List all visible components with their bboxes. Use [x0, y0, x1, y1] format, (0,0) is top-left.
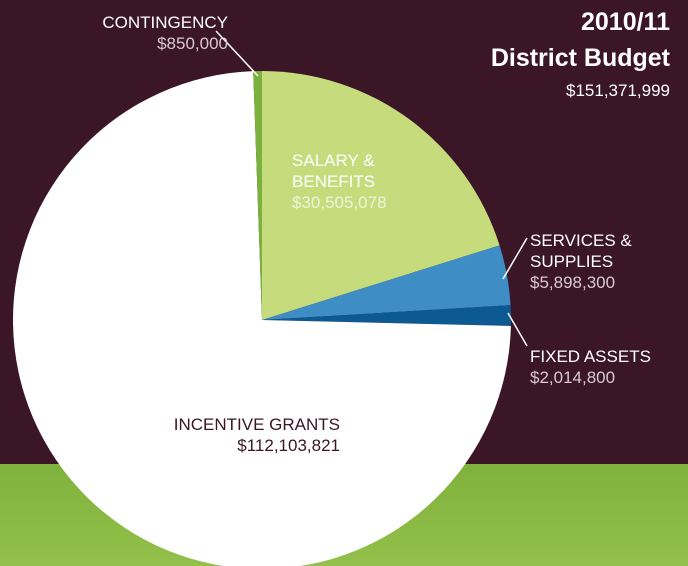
pie-slice	[262, 305, 511, 326]
slice-label: CONTINGENCY $850,000	[40, 12, 228, 54]
subtitle: District Budget	[490, 44, 670, 72]
category-name: SALARY & BENEFITS	[292, 151, 376, 191]
value-label: $112,103,821	[237, 436, 340, 455]
value-label: $850,000	[157, 34, 228, 53]
value-label: $5,898,300	[530, 273, 616, 292]
leader-line	[215, 30, 259, 77]
slice-label: INCENTIVE GRANTS $112,103,821	[140, 414, 340, 456]
pie-slice	[13, 71, 511, 566]
category-name: INCENTIVE GRANTS	[173, 415, 340, 434]
category-name: FIXED ASSETS	[530, 347, 651, 366]
category-name: SERVICES & SUPPLIES	[530, 231, 632, 271]
title: 2010/11	[581, 8, 670, 36]
leader-line	[507, 312, 528, 347]
slice-label: FIXED ASSETS $2,014,800	[530, 346, 680, 388]
pie-slice	[262, 245, 511, 320]
value-label: $30,505,078	[292, 193, 387, 212]
slice-label: SERVICES & SUPPLIES $5,898,300	[530, 230, 670, 293]
leader-line	[502, 237, 528, 280]
pie-slice	[262, 71, 500, 320]
pie-slice	[253, 71, 262, 320]
value-label: $2,014,800	[530, 368, 616, 387]
total: $151,371,999	[566, 81, 670, 100]
slice-label: SALARY & BENEFITS $30,505,078	[292, 150, 442, 213]
category-name: CONTINGENCY	[102, 13, 228, 32]
